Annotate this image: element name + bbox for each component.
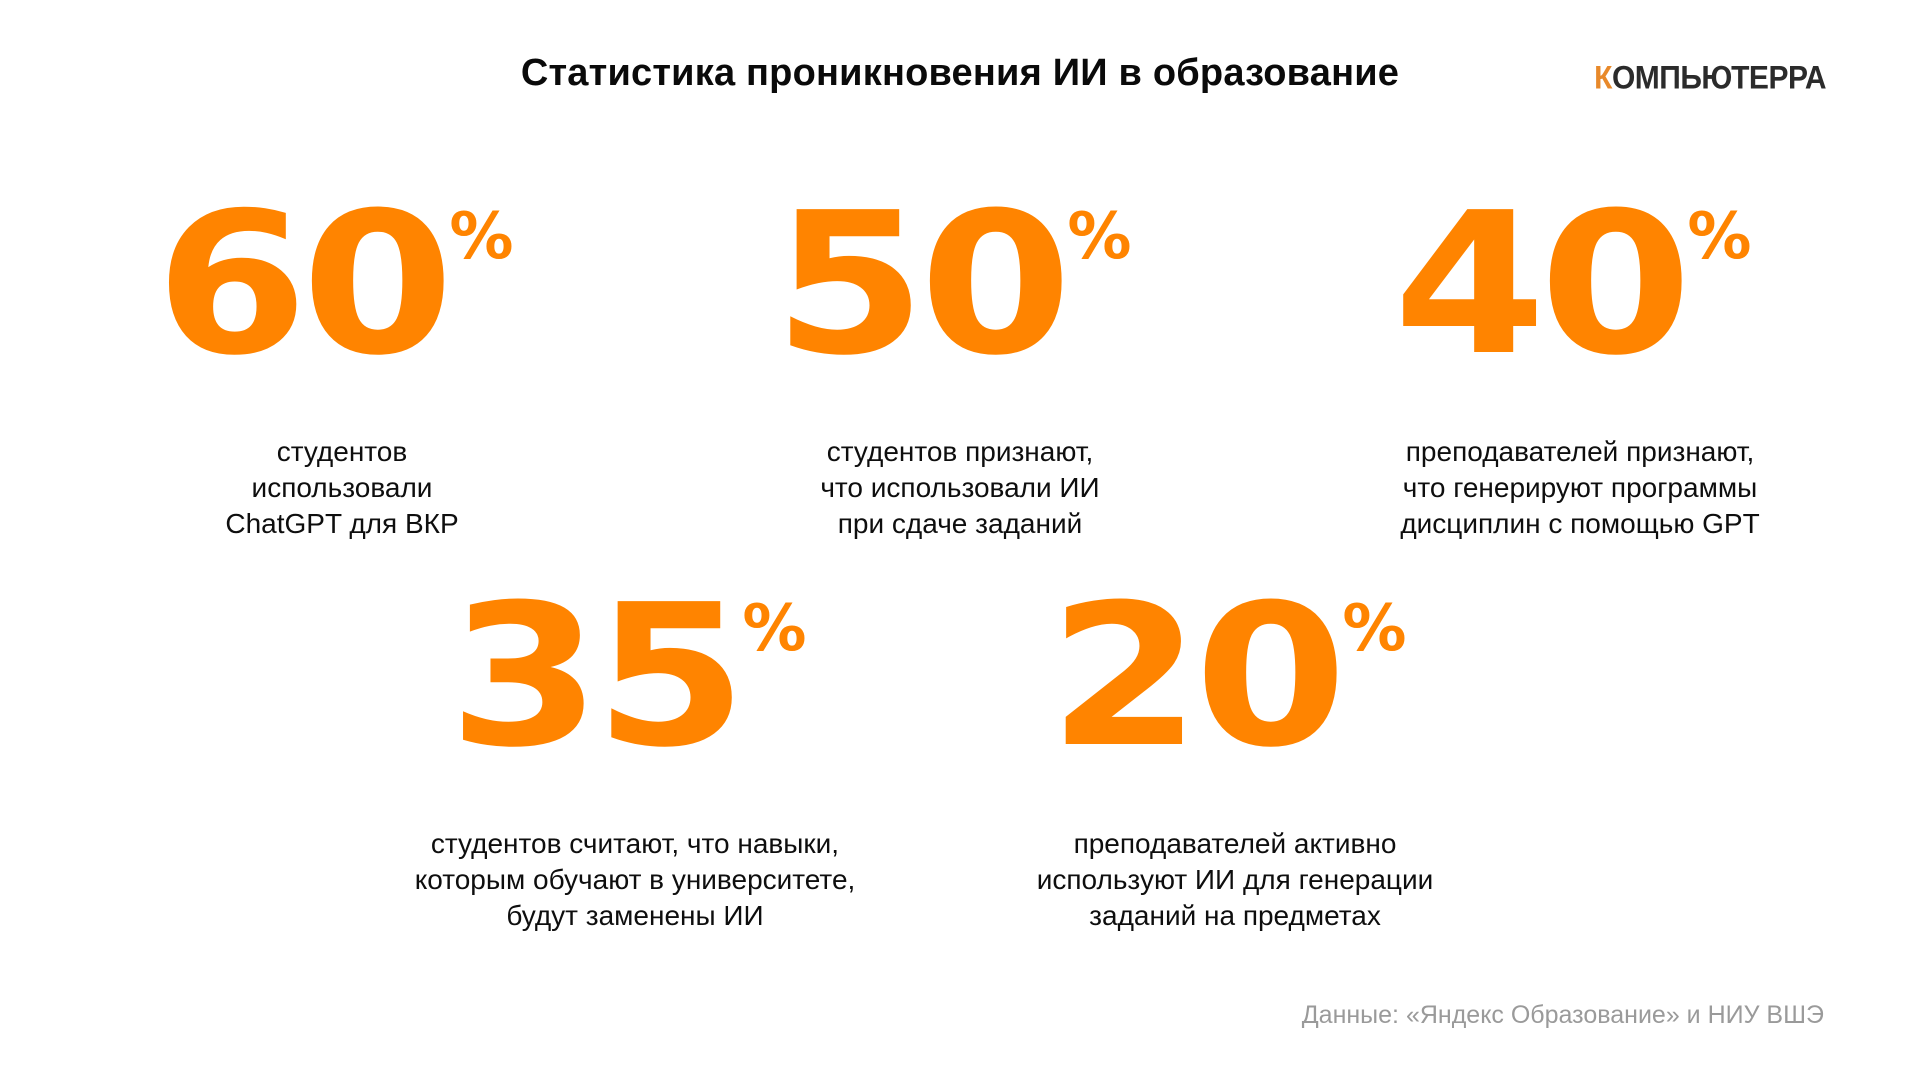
brand-logo: КОМПЬЮТЕРРА xyxy=(1594,61,1826,98)
stat-caption: студентов считают, что навыки, которым о… xyxy=(414,828,856,931)
stat-caption: преподавателей признают, что генерируют … xyxy=(1400,436,1760,539)
stat-value: 40 xyxy=(1392,171,1692,399)
stat-figure: 40 % xyxy=(1300,171,1860,399)
stat-block-students-admit: 50 % студентов признают, что использовал… xyxy=(680,171,1240,542)
stat-block-students-skills: 35 % студентов считают, что навыки, кото… xyxy=(355,563,915,934)
stat-value: 50 xyxy=(772,171,1072,399)
logo-first-letter: К xyxy=(1594,60,1612,97)
stat-value: 20 xyxy=(1047,563,1347,791)
source-note: Данные: «Яндекс Образование» и НИУ ВШЭ xyxy=(1301,1001,1824,1029)
percent-sign: % xyxy=(742,592,807,666)
stat-figure: 20 % xyxy=(955,563,1515,791)
stat-caption: преподавателей активно используют ИИ для… xyxy=(1036,828,1434,931)
stat-figure: 35 % xyxy=(355,563,915,791)
stat-block-teachers-tasks: 20 % преподавателей активно используют И… xyxy=(955,563,1515,934)
stat-value: 35 xyxy=(447,563,747,791)
stat-value: 60 xyxy=(154,171,454,399)
percent-sign: % xyxy=(1067,200,1132,274)
stat-figure: 60 % xyxy=(62,171,622,399)
stat-block-students-chatgpt: 60 % студентов использовали ChatGPT для … xyxy=(62,171,622,542)
stat-block-teachers-programs: 40 % преподавателей признают, что генери… xyxy=(1300,171,1860,542)
percent-sign: % xyxy=(1687,200,1752,274)
stat-caption: студентов использовали ChatGPT для ВКР xyxy=(225,436,459,539)
stat-caption: студентов признают, что использовали ИИ … xyxy=(820,436,1100,539)
stat-figure: 50 % xyxy=(680,171,1240,399)
percent-sign: % xyxy=(449,200,514,274)
logo-rest: ОМПЬЮТЕРРА xyxy=(1611,60,1827,97)
page-title: Статистика проникновения ИИ в образовани… xyxy=(520,52,1400,94)
percent-sign: % xyxy=(1342,592,1407,666)
